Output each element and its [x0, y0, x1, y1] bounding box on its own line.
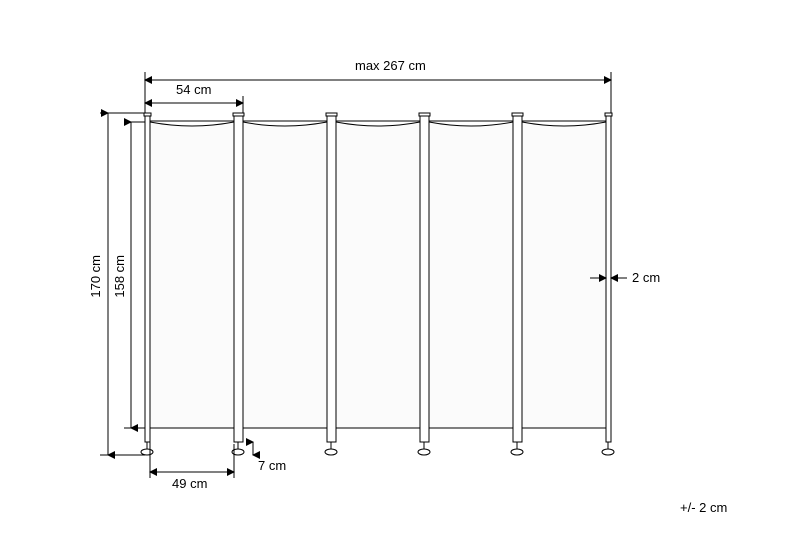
label-panel-width: 54 cm — [176, 82, 211, 97]
label-tolerance: +/- 2 cm — [680, 500, 727, 515]
label-fabric-height: 158 cm — [112, 255, 127, 298]
label-total-height: 170 cm — [88, 255, 103, 298]
label-foot-height: 7 cm — [258, 458, 286, 473]
label-fabric-width: 49 cm — [172, 476, 207, 491]
label-total-width: max 267 cm — [355, 58, 426, 73]
dimension-diagram: max 267 cm 54 cm 170 cm 158 cm 49 cm 7 c… — [0, 0, 800, 533]
label-post-thickness: 2 cm — [632, 270, 660, 285]
